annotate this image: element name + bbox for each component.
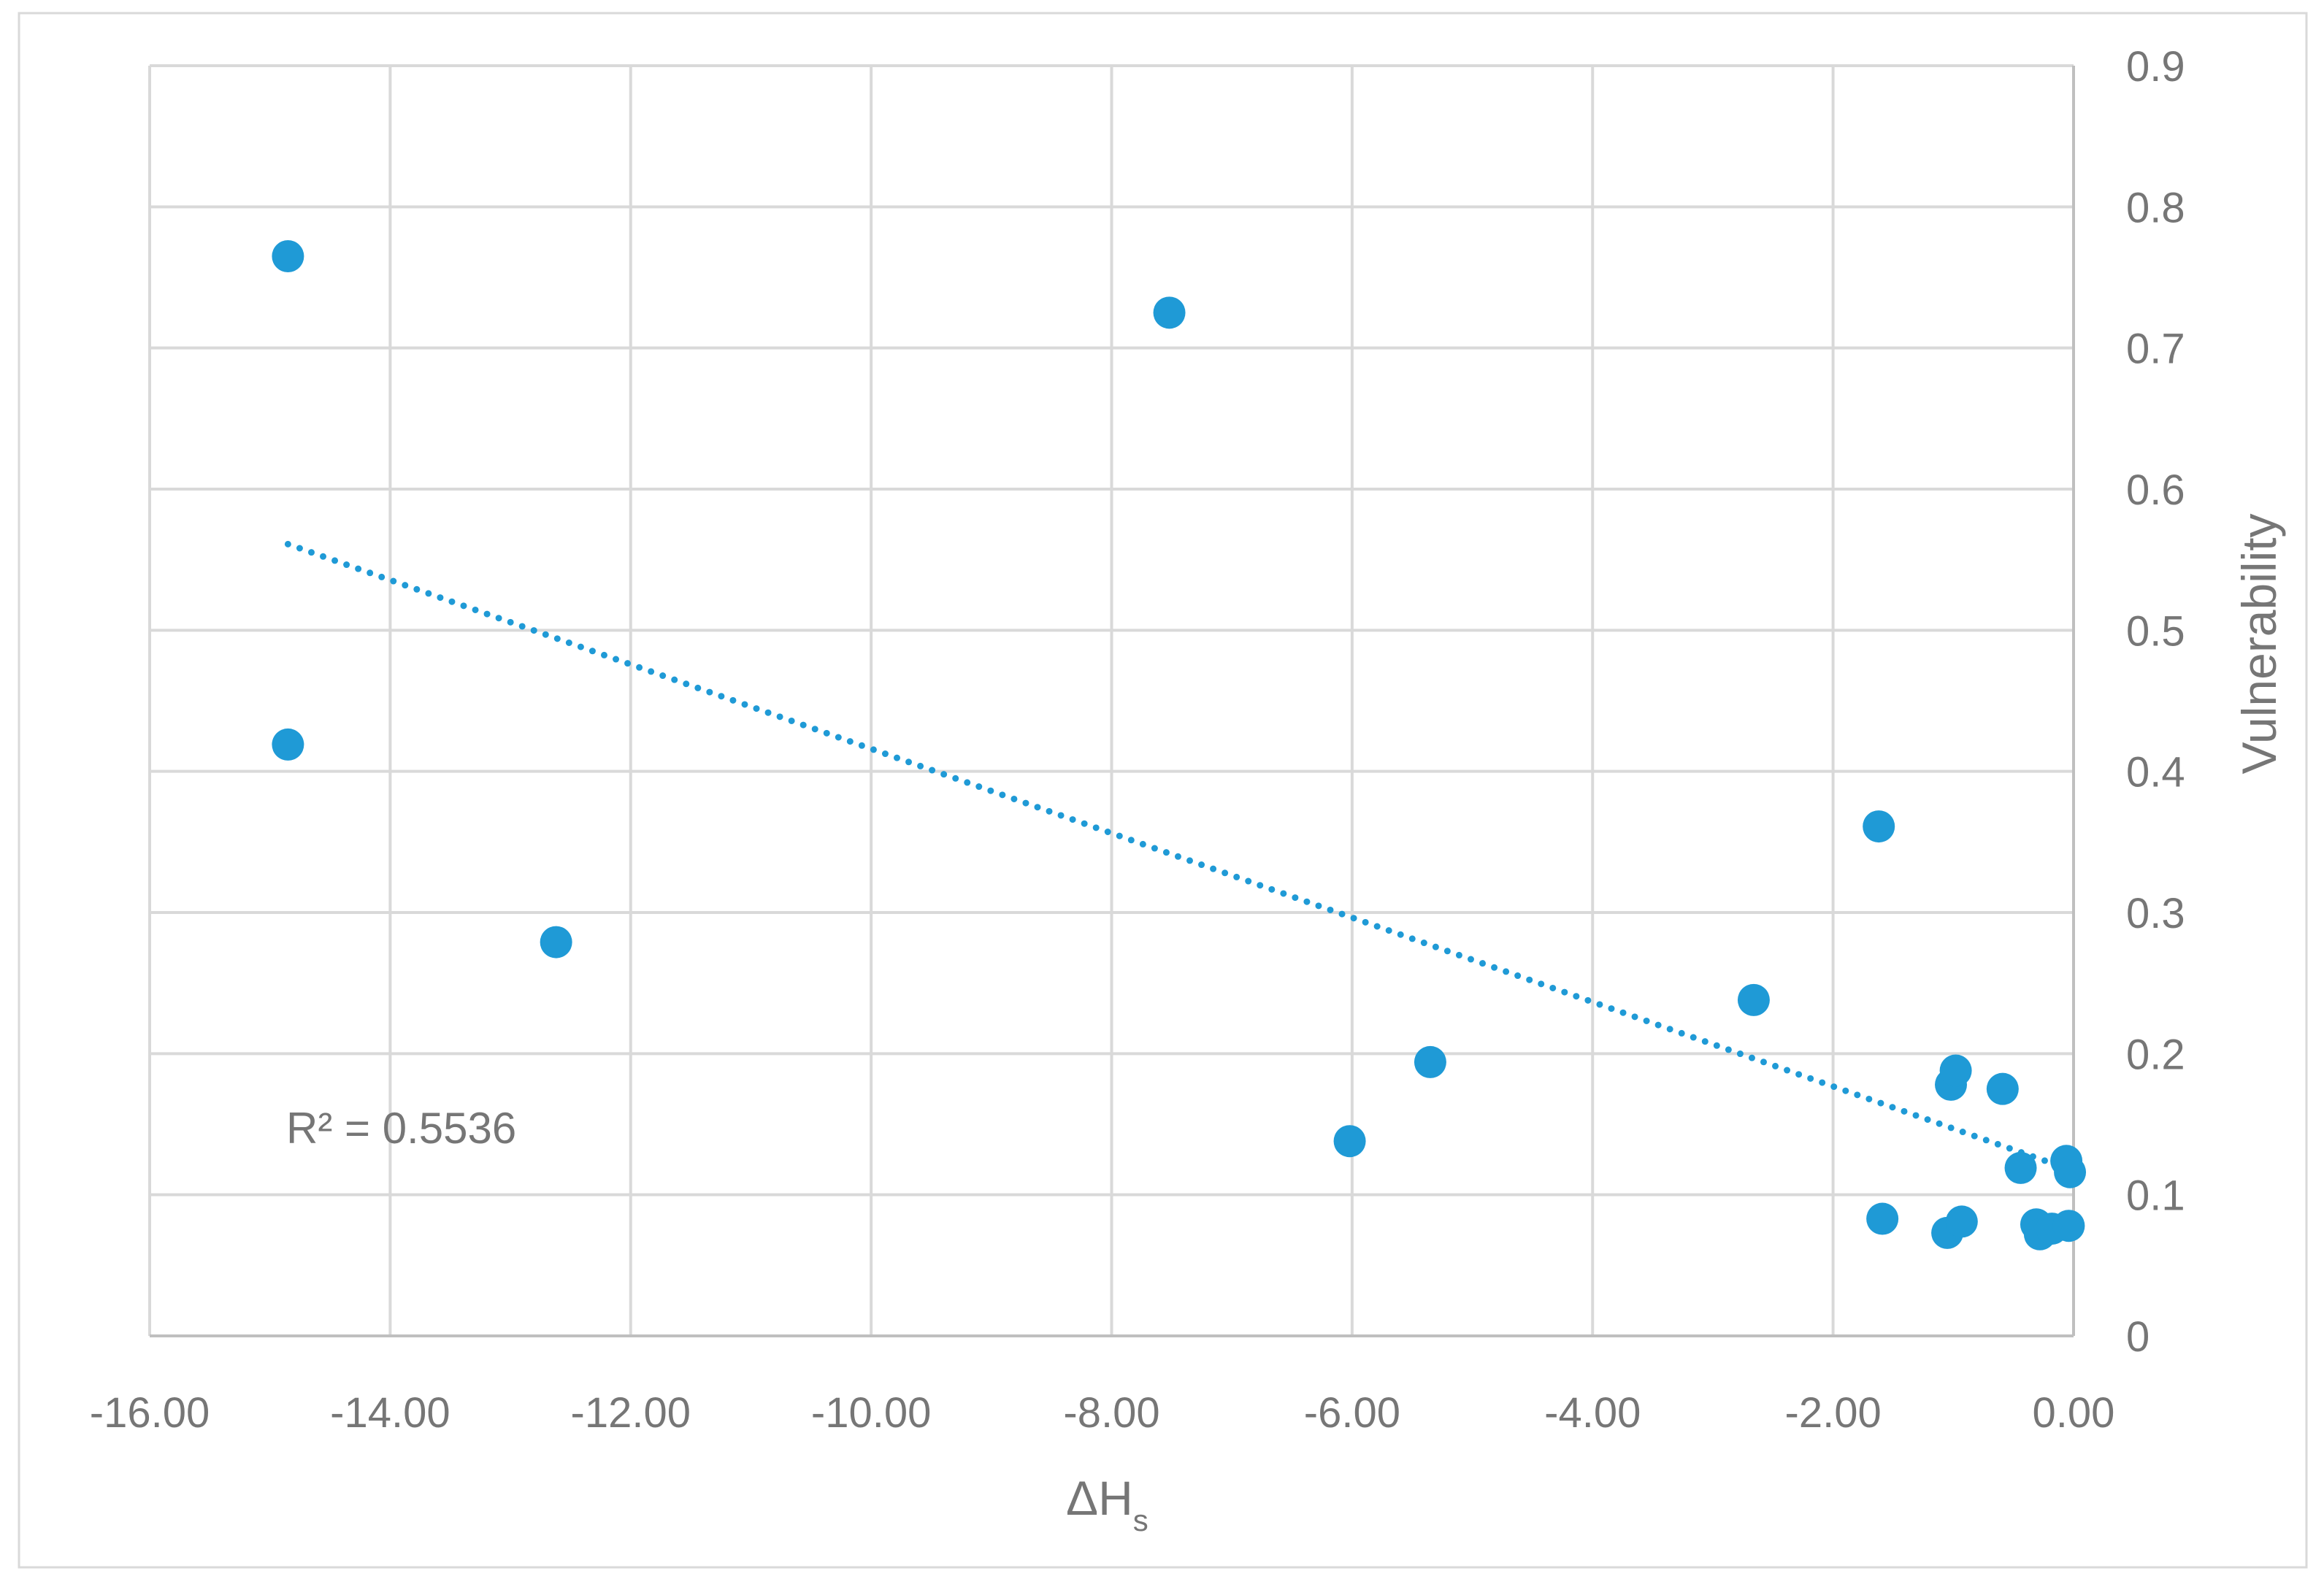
y-tick-label-0: 0 xyxy=(2126,1313,2149,1361)
y-tick-label-7: 0.7 xyxy=(2126,326,2185,373)
gridlines xyxy=(148,64,2075,1336)
x-tick-label-1: -14.00 xyxy=(330,1389,450,1437)
x-tick-label-4: -8.00 xyxy=(1063,1389,1159,1437)
data-point-0-3 xyxy=(1153,296,1186,329)
data-point-0-7 xyxy=(1863,810,1895,843)
tick-labels: -16.00 -14.00 -12.00 -10.00 -8.00 -6.00 -4.00 -… xyxy=(90,43,2185,1437)
x-axis-title-subscript: s xyxy=(1133,1503,1148,1537)
data-point-0-2 xyxy=(540,926,572,958)
y-tick-label-2: 0.2 xyxy=(2126,1031,2185,1078)
x-axis-title-main: ΔH xyxy=(1066,1471,1133,1525)
y-tick-label-6: 0.6 xyxy=(2126,466,2185,514)
x-tick-label-0: -16.00 xyxy=(90,1389,210,1437)
x-tick-label-3: -10.00 xyxy=(811,1389,931,1437)
y-tick-label-3: 0.3 xyxy=(2126,890,2185,937)
trendline-group xyxy=(284,540,2077,1175)
data-point-0-6 xyxy=(1737,983,1770,1016)
data-point-0-5 xyxy=(1414,1045,1446,1078)
x-tick-label-7: -2.00 xyxy=(1785,1389,1882,1437)
y-tick-label-9: 0.9 xyxy=(2126,43,2185,91)
y-tick-label-5: 0.5 xyxy=(2126,607,2185,655)
x-axis-title: ΔHs xyxy=(1066,1471,1148,1537)
data-point-0-13 xyxy=(1986,1072,2019,1105)
data-points xyxy=(272,240,2087,1250)
data-point-0-0 xyxy=(272,240,304,272)
data-point-0-1 xyxy=(272,728,304,761)
data-point-0-20 xyxy=(2054,1156,2087,1188)
y-tick-label-4: 0.4 xyxy=(2126,749,2185,796)
data-point-0-19 xyxy=(2052,1210,2085,1242)
data-point-0-11 xyxy=(1939,1054,1972,1087)
y-axis-title: Vulnerability xyxy=(2232,513,2286,774)
axes xyxy=(150,66,2075,1337)
data-point-0-14 xyxy=(2004,1151,2037,1184)
x-tick-label-5: -6.00 xyxy=(1304,1389,1400,1437)
data-point-0-12 xyxy=(1945,1205,1978,1238)
data-point-0-8 xyxy=(1866,1202,1899,1235)
y-tick-label-8: 0.8 xyxy=(2126,184,2185,231)
r-squared-annotation: R² = 0.5536 xyxy=(286,1104,516,1153)
data-point-0-4 xyxy=(1333,1125,1366,1158)
y-tick-label-1: 0.1 xyxy=(2126,1172,2185,1220)
trendline xyxy=(284,540,2077,1175)
x-tick-label-8: 0.00 xyxy=(2033,1389,2115,1437)
chart-outer-border xyxy=(18,12,2308,1569)
x-tick-label-2: -12.00 xyxy=(571,1389,691,1437)
x-tick-label-6: -4.00 xyxy=(1544,1389,1641,1437)
